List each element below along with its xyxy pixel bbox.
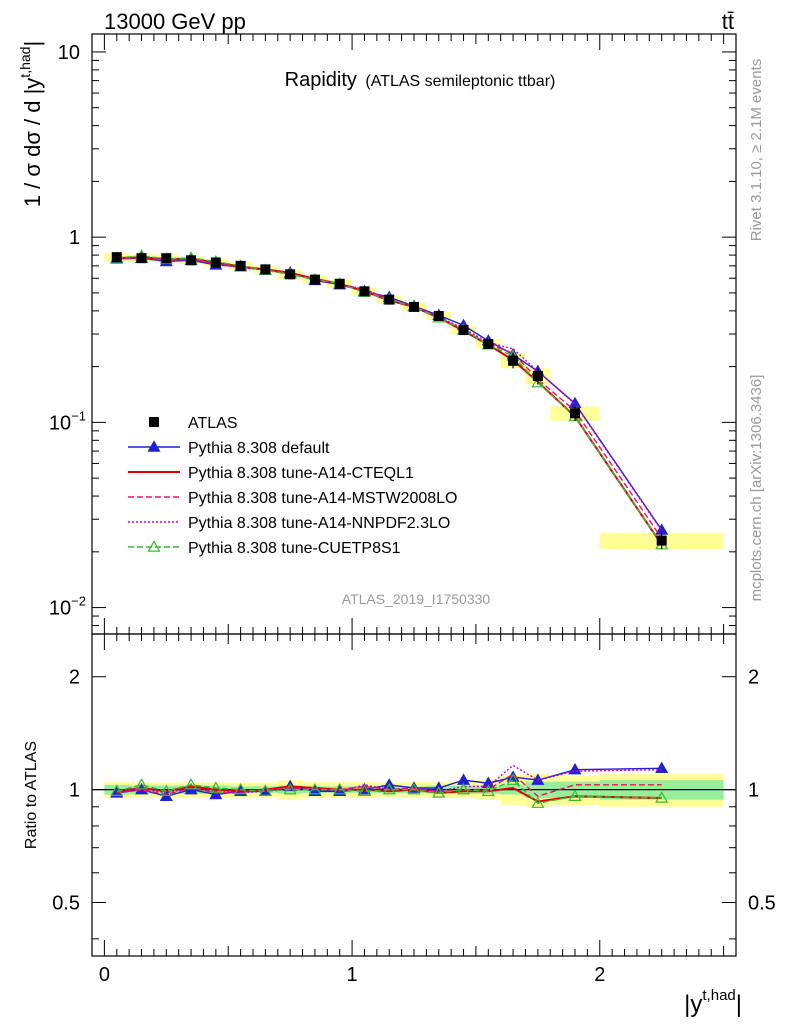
main-series-line-3 xyxy=(116,256,663,532)
mcplots-label: mcplots.cern.ch [arXiv:1306.3436] xyxy=(748,375,765,602)
ratio-series-marker-4 xyxy=(432,786,446,798)
ratio-y-tick-label-right: 0.5 xyxy=(748,892,776,914)
x-axis-label: |yt,had| xyxy=(684,987,742,1018)
ratio-series-marker-4 xyxy=(357,784,371,796)
atlas-point xyxy=(458,325,469,336)
x-tick-label: 2 xyxy=(594,964,605,986)
atlas-point xyxy=(532,370,543,381)
ratio-series-marker-4 xyxy=(506,773,520,785)
y-axis-label-main-end: | xyxy=(20,41,45,47)
atlas-point xyxy=(384,294,395,305)
main-panel: 10 1 10−1 10−2 Rapidity (ATLAS semileptonic… xyxy=(17,33,737,635)
analysis-label: ATLAS_2019_I1750330 xyxy=(342,591,491,607)
legend-label: Pythia 8.308 tune-CUETP8S1 xyxy=(188,540,401,557)
atlas-point xyxy=(210,257,221,268)
legend-marker-4 xyxy=(147,540,161,552)
atlas-point xyxy=(260,264,271,275)
ratio-series-marker-4 xyxy=(481,784,495,796)
ratio-series-marker-0 xyxy=(209,787,223,800)
ratio-series-marker-0 xyxy=(457,773,471,785)
legend-label: Pythia 8.308 tune-A14-MSTW2008LO xyxy=(188,490,457,507)
main-y-tick-label: 10−1 xyxy=(49,408,86,434)
x-tick-label: 0 xyxy=(99,964,110,986)
x-tick-label: 1 xyxy=(347,964,358,986)
ratio-y-tick-label-right: 1 xyxy=(748,780,759,802)
ratio-series-marker-4 xyxy=(159,784,173,796)
x-axis-label-end: | xyxy=(736,991,742,1018)
atlas-point xyxy=(409,301,419,312)
main-series-line-4 xyxy=(116,255,663,546)
ratio-y-tick-label: 0.5 xyxy=(52,892,80,914)
atlas-point xyxy=(334,278,345,289)
legend-atlas-marker xyxy=(149,417,159,427)
ratio-series-lines xyxy=(110,761,669,808)
atlas-point xyxy=(570,408,580,419)
ratio-series-marker-0 xyxy=(655,761,669,774)
ratio-series-marker-4 xyxy=(568,789,582,801)
plot-title-main: Rapidity xyxy=(285,69,357,91)
y-axis-label-ratio: Ratio to ATLAS xyxy=(23,741,40,849)
ratio-series-marker-4 xyxy=(258,784,272,796)
y-axis-label-main: 1 / σ dσ / d |yt,had| xyxy=(17,41,45,207)
atlas-point xyxy=(656,535,667,546)
atlas-point xyxy=(483,338,494,349)
atlas-point xyxy=(309,274,320,285)
atlas-point xyxy=(359,286,370,297)
y-axis-label-main-text: 1 / σ dσ / d |y xyxy=(20,78,45,207)
ratio-series-marker-4 xyxy=(135,778,149,790)
legend-marker-0 xyxy=(147,440,161,452)
ratio-series-marker-4 xyxy=(407,782,421,795)
atlas-point xyxy=(186,255,197,266)
ratio-series-marker-4 xyxy=(308,782,322,795)
atlas-point xyxy=(508,355,519,366)
main-y-tick-label: 10−2 xyxy=(49,594,86,620)
ratio-frame xyxy=(91,633,737,957)
ratio-series-marker-4 xyxy=(531,796,545,808)
ratio-series-marker-4 xyxy=(655,791,669,803)
ratio-series-marker-0 xyxy=(481,776,495,788)
ratio-y-tick-label-right: 2 xyxy=(748,667,759,689)
energy-label: 13000 GeV pp xyxy=(104,9,246,34)
ratio-series-marker-4 xyxy=(209,781,223,793)
plot-title-sub: (ATLAS semileptonic ttbar) xyxy=(365,73,555,90)
main-y-ticks: 10 1 10−1 10−2 xyxy=(49,42,736,627)
ratio-series-line-3 xyxy=(116,764,662,794)
ratio-y-tick-label: 2 xyxy=(69,667,80,689)
plot-title: Rapidity (ATLAS semileptonic ttbar) xyxy=(285,69,556,91)
legend-label: Pythia 8.308 tune-A14-CTEQL1 xyxy=(188,465,414,482)
main-y-tick-label: 10 xyxy=(58,42,80,64)
legend-label: Pythia 8.308 default xyxy=(188,440,330,457)
atlas-data-points xyxy=(111,252,667,550)
ratio-series-marker-4 xyxy=(457,782,471,795)
ratio-series-marker-4 xyxy=(184,778,198,790)
main-y-tick-label: 1 xyxy=(69,227,80,249)
atlas-point xyxy=(433,311,444,322)
x-axis-label-sup: t,had xyxy=(702,987,735,1004)
atlas-point xyxy=(161,253,172,264)
main-series-marker-4 xyxy=(531,375,545,388)
ratio-series-marker-4 xyxy=(283,782,297,795)
legend-label: ATLAS xyxy=(188,415,238,432)
atlas-point xyxy=(136,253,147,264)
ratio-series-marker-4 xyxy=(333,782,347,795)
ratio-series-marker-4 xyxy=(234,782,248,795)
atlas-point xyxy=(111,252,122,263)
ratio-series-marker-4 xyxy=(382,782,396,795)
ratio-y-tick-label: 1 xyxy=(69,780,80,802)
y-axis-label-main-sup: t,had xyxy=(17,47,33,78)
legend-label: Pythia 8.308 tune-A14-NNPDF2.3LO xyxy=(188,515,450,532)
ratio-series-marker-4 xyxy=(110,784,124,796)
legend: ATLAS Pythia 8.308 default Pythia 8.308 tu… xyxy=(128,415,457,557)
atlas-point xyxy=(285,269,296,280)
ratio-y-ticks: 2 2 1 1 0.5 0.5 xyxy=(52,667,776,940)
atlas-point xyxy=(235,260,246,271)
x-ticks: 0 1 2 xyxy=(99,34,725,986)
rivet-label: Rivet 3.1.10, ≥ 2.1M events xyxy=(748,59,765,242)
ratio-series-marker-0 xyxy=(308,784,322,796)
x-axis-label-text: |y xyxy=(684,991,702,1018)
process-label: tt̄ xyxy=(722,9,734,34)
